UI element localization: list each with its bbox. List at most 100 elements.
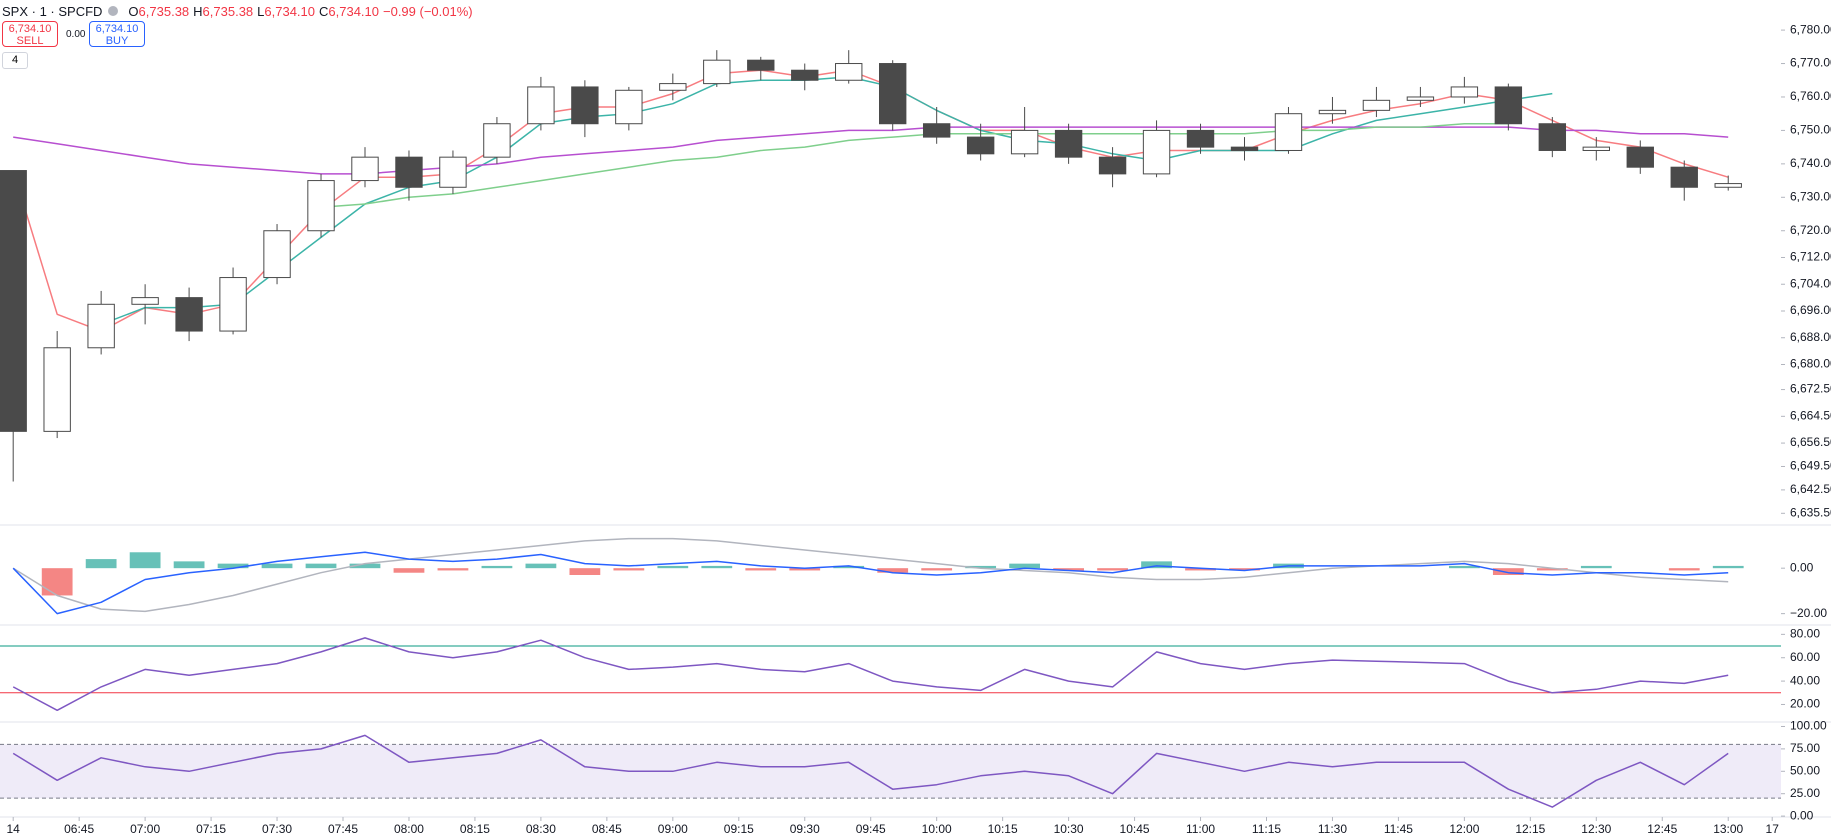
histogram-bar (85, 559, 117, 569)
candle-body (1582, 146, 1610, 151)
histogram-bar (569, 568, 601, 575)
histogram-bar (657, 565, 689, 569)
quote-value: 6,734.10 (328, 3, 379, 19)
indicator-toggle[interactable]: 4 (2, 52, 28, 69)
x-tick-label: 07:45 (328, 822, 358, 836)
buy-price: 6,734.10 (95, 23, 139, 35)
histogram-bar (745, 568, 777, 571)
x-tick-label: 13:00 (1713, 822, 1743, 836)
histogram-bar (217, 563, 249, 569)
candle-body (1406, 96, 1435, 101)
x-tick-label: 10:30 (1054, 822, 1084, 836)
candle-body (219, 277, 247, 332)
candle-body (1186, 129, 1215, 148)
histogram-bar (965, 565, 997, 569)
histogram-bar (1097, 568, 1128, 571)
x-tick-label: 12:15 (1515, 822, 1545, 836)
buy-button[interactable]: 6,734.10 BUY (89, 21, 145, 47)
candle-body (1670, 166, 1698, 188)
histogram-bar (1185, 568, 1216, 571)
y-tick-label: 6,672.50 (1790, 382, 1831, 396)
x-tick-label: 06:45 (64, 822, 94, 836)
candle-body (1318, 109, 1347, 115)
histogram-bar (1229, 568, 1260, 571)
candle-body (439, 156, 467, 188)
sell-label: SELL (16, 35, 44, 47)
x-tick-label: 10:15 (988, 822, 1018, 836)
candle-body (1450, 86, 1479, 98)
x-tick-label: 11:30 (1318, 822, 1347, 836)
sell-button[interactable]: 6,734.10 SELL (2, 21, 58, 47)
x-tick-label: 07:15 (196, 822, 226, 836)
x-tick-label: 17 (1766, 822, 1780, 836)
x-tick-label: 08:30 (526, 822, 556, 836)
histogram-bar (129, 552, 161, 569)
buy-label: BUY (105, 35, 129, 47)
y-tick-label: 50.00 (1790, 763, 1820, 777)
candle-body (1538, 123, 1567, 151)
x-tick-label: 07:00 (130, 822, 160, 836)
series-line (12, 734, 1729, 808)
pane (0, 734, 1781, 808)
histogram-bar (613, 568, 645, 571)
candle-body (966, 136, 995, 155)
x-tick-label: 10:45 (1120, 822, 1150, 836)
y-tick-label: 6,680.00 (1790, 357, 1831, 371)
legend-header: SPX · 1 · SPCFD O6,735.38 H6,735.38 L6,734… (2, 3, 473, 19)
quote-value: −0.99 (−0.01%) (383, 3, 473, 19)
candle-body (131, 297, 159, 305)
candle-body (747, 59, 775, 71)
candle-body (483, 123, 511, 158)
series-line (12, 551, 1729, 615)
histogram-bar (1492, 568, 1524, 575)
y-tick-label: 6,780.00 (1790, 22, 1831, 36)
x-tick-label: 12:45 (1647, 822, 1677, 836)
histogram-bar (833, 565, 865, 569)
series-line (320, 122, 1509, 209)
x-tick-label: 09:15 (724, 822, 754, 836)
histogram-bar (173, 561, 205, 569)
histogram-bar (41, 568, 73, 596)
x-tick-label: 10:00 (922, 822, 952, 836)
candle-body (835, 63, 863, 81)
histogram-bar (1448, 565, 1480, 569)
candle-body (1274, 113, 1303, 151)
candle-body (1230, 146, 1259, 151)
quote-row: SPX · 1 · SPCFD O6,735.38 H6,735.38 L6,734… (2, 3, 473, 19)
quote-value: 6,734.10 (264, 3, 315, 19)
y-tick-label: 0.00 (1790, 560, 1814, 574)
y-tick-label: 6,712.00 (1790, 250, 1831, 264)
status-dot (108, 6, 119, 16)
symbol: SPX · 1 · SPCFD (2, 3, 103, 19)
candle-body (1098, 156, 1127, 175)
candle-body (395, 156, 423, 188)
y-tick-label: 80.00 (1790, 627, 1820, 641)
pane (0, 50, 1742, 482)
quote-label: O (128, 3, 139, 19)
y-tick-label: 6,750.00 (1790, 123, 1831, 137)
pane (12, 537, 1744, 615)
histogram-bar (921, 568, 953, 571)
candle-body (175, 297, 203, 332)
candle-body (1010, 129, 1039, 155)
candle-body (307, 180, 335, 232)
candle-body (0, 170, 27, 432)
histogram-bar (481, 565, 513, 569)
candle-body (1626, 146, 1654, 168)
series-line (12, 637, 1729, 712)
x-tick-label: 11:45 (1384, 822, 1413, 836)
y-tick-label: 40.00 (1790, 673, 1820, 687)
y-tick-label: 6,720.00 (1790, 223, 1831, 237)
y-tick-label: 60.00 (1790, 650, 1820, 664)
y-tick-label: 25.00 (1790, 786, 1820, 800)
candle-body (1142, 129, 1171, 175)
candle-body (527, 86, 555, 125)
y-tick-label: 6,696.00 (1790, 303, 1831, 317)
x-tick-label: 09:45 (856, 822, 886, 836)
y-tick-label: 6,730.00 (1790, 189, 1831, 203)
y-tick-label: 6,760.00 (1790, 89, 1831, 103)
candle-body (922, 123, 951, 138)
quote-value: 6,735.38 (138, 3, 190, 19)
